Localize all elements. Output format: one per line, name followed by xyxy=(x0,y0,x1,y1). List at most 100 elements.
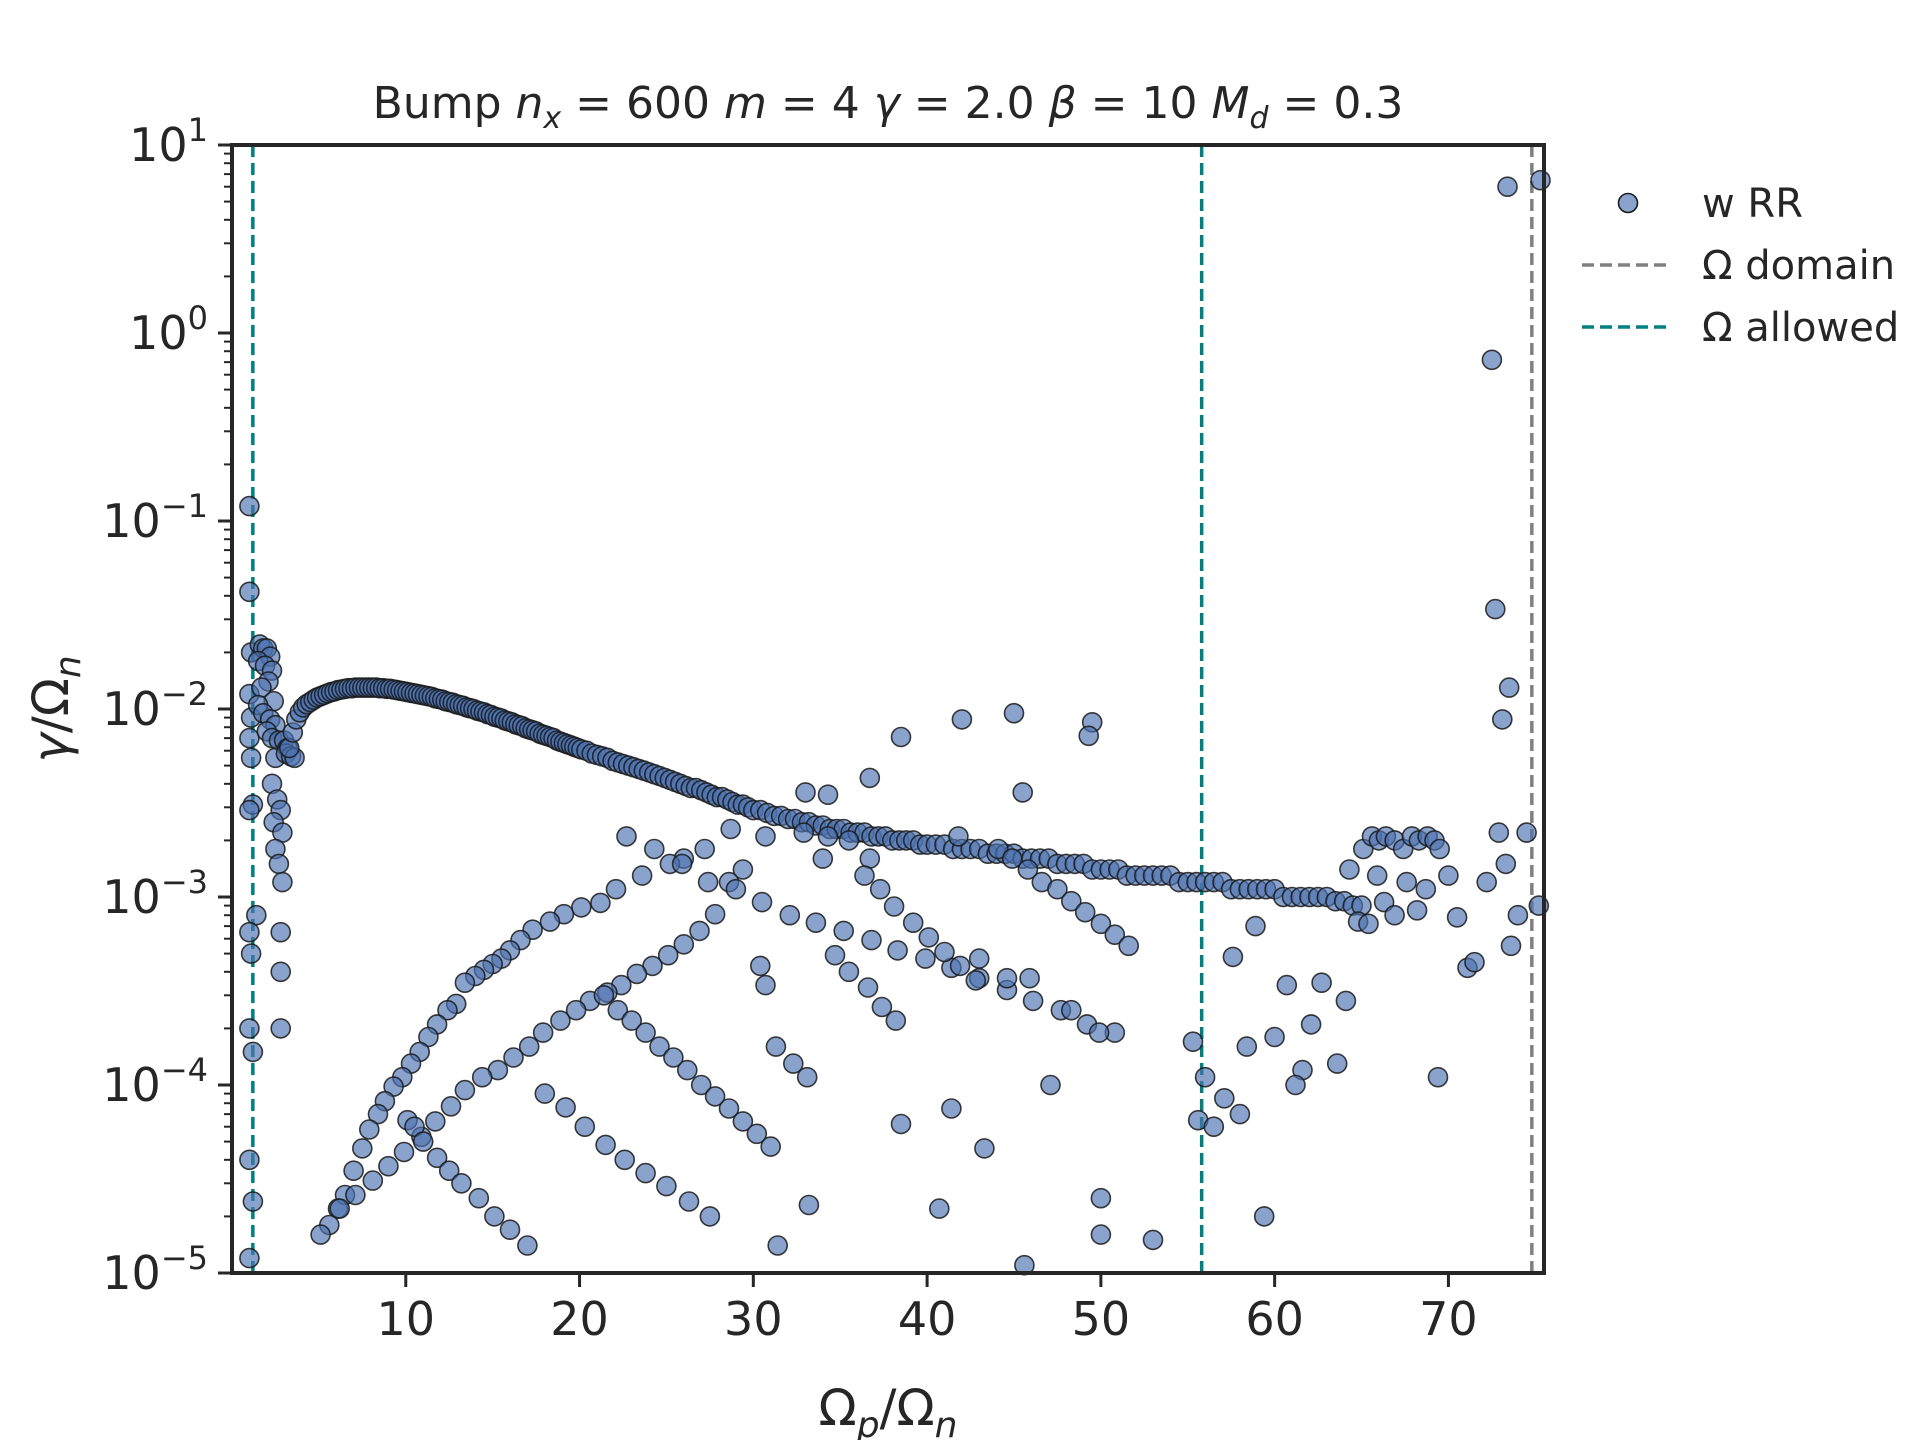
data-point xyxy=(1222,946,1244,968)
data-point xyxy=(678,1191,700,1212)
data-point xyxy=(239,1149,260,1171)
x-tick-label: 50 xyxy=(1072,1292,1131,1346)
data-point xyxy=(1464,951,1485,973)
data-point xyxy=(565,999,587,1021)
data-point xyxy=(1415,878,1437,900)
data-point xyxy=(948,826,969,847)
data-point xyxy=(574,1116,596,1137)
data-point xyxy=(996,967,1018,989)
data-point xyxy=(1285,1074,1306,1096)
y-axis-ticks: 101 100 10−1 10−2 10−3 10−4 10−5 xyxy=(102,111,232,1300)
data-point xyxy=(838,830,860,851)
data-point xyxy=(1017,859,1039,880)
data-point xyxy=(854,865,875,886)
data-point xyxy=(272,871,293,893)
data-point xyxy=(699,1206,721,1227)
data-points xyxy=(239,169,1551,1276)
data-point xyxy=(440,1096,462,1117)
data-point xyxy=(240,943,262,964)
plot-frame xyxy=(230,143,1546,1275)
x-axis-label-text: Ωp/Ωn xyxy=(819,1379,958,1440)
data-point xyxy=(242,1191,264,1212)
data-point xyxy=(1118,935,1139,957)
x-tick-label: 30 xyxy=(724,1292,783,1346)
data-point xyxy=(595,1134,616,1156)
data-point xyxy=(503,1047,524,1068)
data-point xyxy=(987,838,1009,860)
data-point xyxy=(451,1173,472,1194)
data-point xyxy=(1492,709,1513,730)
data-point xyxy=(454,1079,476,1101)
data-point xyxy=(239,1018,260,1039)
data-point xyxy=(833,920,855,942)
data-point xyxy=(270,921,292,943)
data-point xyxy=(539,911,561,932)
data-point xyxy=(239,921,260,943)
data-point xyxy=(1335,990,1357,1012)
data-point xyxy=(869,878,891,900)
data-point xyxy=(796,1066,818,1088)
data-point xyxy=(239,727,260,749)
data-point xyxy=(755,826,776,847)
data-point xyxy=(1019,967,1040,989)
data-point xyxy=(779,904,801,926)
chart-title: Bump nx = 600 m = 4 γ = 2.0 β = 10 Md = … xyxy=(373,78,1404,136)
data-point xyxy=(590,892,611,914)
data-point xyxy=(310,1224,331,1245)
data-point xyxy=(1339,859,1360,880)
x-tick-label: 70 xyxy=(1419,1292,1478,1346)
data-point xyxy=(676,1059,698,1081)
data-point xyxy=(1326,1053,1348,1074)
data-point xyxy=(239,1247,260,1269)
data-point xyxy=(812,848,834,869)
data-point xyxy=(240,747,262,769)
y-axis-label-text: γ/Ωn xyxy=(22,655,89,762)
data-point xyxy=(329,1198,351,1219)
data-point xyxy=(1264,1026,1285,1048)
data-point xyxy=(1485,598,1506,620)
data-point xyxy=(697,871,719,893)
data-point xyxy=(268,853,290,875)
data-point xyxy=(871,996,893,1018)
data-point xyxy=(605,878,627,900)
y-tick-label: 10−5 xyxy=(102,1239,208,1300)
data-point xyxy=(424,1111,446,1132)
x-tick-label: 20 xyxy=(550,1292,609,1346)
data-point xyxy=(239,581,260,603)
x-tick-label: 40 xyxy=(898,1292,957,1346)
data-point xyxy=(657,944,679,966)
data-point xyxy=(616,826,637,847)
data-point xyxy=(782,1053,804,1074)
data-point xyxy=(1396,871,1417,893)
data-point xyxy=(1142,1229,1164,1251)
data-point xyxy=(635,1022,656,1043)
data-point xyxy=(518,1036,540,1057)
data-point xyxy=(720,818,742,840)
data-point xyxy=(351,1138,373,1159)
data-point xyxy=(1001,848,1023,869)
data-point xyxy=(362,1170,384,1191)
data-point xyxy=(857,977,879,998)
data-point xyxy=(694,838,716,860)
data-point xyxy=(890,1113,912,1135)
data-point xyxy=(1090,913,1112,935)
data-point xyxy=(1429,838,1450,860)
data-point xyxy=(755,974,776,996)
legend-label: Ω domain xyxy=(1702,243,1895,289)
data-point xyxy=(471,1066,493,1088)
data-point xyxy=(883,896,905,917)
data-point xyxy=(1088,1022,1110,1043)
data-point xyxy=(607,999,629,1021)
data-point xyxy=(1236,1036,1258,1057)
data-point xyxy=(1078,725,1099,747)
data-point xyxy=(859,767,881,789)
data-point xyxy=(393,1141,415,1163)
data-point xyxy=(643,838,665,860)
data-point xyxy=(805,912,827,934)
data-point xyxy=(1061,890,1082,912)
data-point xyxy=(690,1074,712,1096)
data-point xyxy=(704,1086,726,1107)
y-tick-label: 100 xyxy=(129,299,208,360)
data-point xyxy=(550,1010,571,1031)
